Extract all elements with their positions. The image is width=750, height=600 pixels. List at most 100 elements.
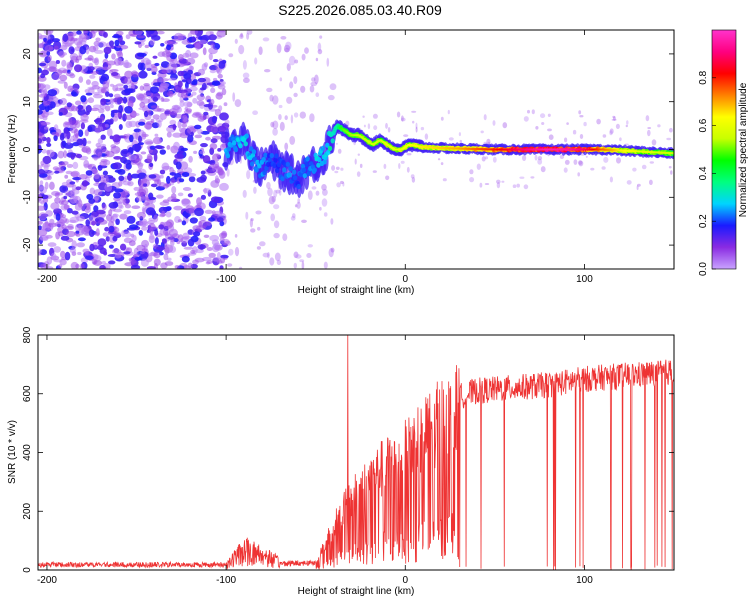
spectrogram-cell bbox=[149, 233, 155, 240]
spectrogram-cell bbox=[124, 76, 132, 85]
spectrogram-cell bbox=[415, 126, 418, 133]
spectrogram-cell bbox=[548, 134, 554, 140]
spectrogram-cell bbox=[126, 215, 136, 224]
spectrogram-cell bbox=[317, 49, 323, 55]
spectrogram-cell bbox=[70, 37, 78, 42]
spectrogram-cell bbox=[154, 62, 160, 67]
spectrogram-cell bbox=[197, 116, 205, 122]
spectrogram-cell bbox=[85, 219, 90, 227]
spectrogram-cell bbox=[271, 195, 277, 203]
spectrogram-cell bbox=[82, 30, 88, 34]
spectrogram-cell bbox=[649, 161, 654, 164]
spectrogram-cell bbox=[187, 69, 194, 75]
spectrogram-cell bbox=[142, 183, 148, 187]
spectrogram-cell bbox=[139, 250, 145, 255]
spectrogram-cell bbox=[121, 230, 125, 238]
spectrogram-cell bbox=[564, 137, 568, 143]
spectrogram-cell bbox=[218, 105, 223, 112]
spectrogram-cell bbox=[116, 83, 124, 87]
spectrogram-cell bbox=[53, 45, 59, 51]
spectrogram-cell bbox=[311, 77, 316, 82]
spectrogram-cell bbox=[287, 172, 292, 178]
spectrogram-cell bbox=[54, 192, 60, 198]
spectrogram-cell bbox=[400, 160, 405, 164]
x-tick-label: -100 bbox=[216, 575, 236, 586]
spectrogram-cell bbox=[84, 89, 90, 93]
spectrogram-cell bbox=[164, 246, 170, 255]
spectrogram-cell bbox=[99, 126, 104, 132]
spectrogram-cell bbox=[223, 102, 228, 107]
spectrogram-cell bbox=[108, 225, 115, 233]
x-tick-label: 100 bbox=[576, 575, 593, 586]
spectrogram-cell bbox=[579, 134, 584, 139]
snr-series-line bbox=[38, 335, 674, 570]
spectrogram-cell bbox=[273, 232, 280, 239]
spectrogram-cell bbox=[645, 115, 650, 122]
spectrogram-cell bbox=[268, 196, 275, 205]
spectrogram-cell bbox=[123, 210, 132, 215]
spectrogram-cell bbox=[87, 126, 93, 133]
spectrogram-cell bbox=[188, 155, 193, 163]
spectrogram-cell bbox=[38, 67, 42, 74]
spectrogram-cell bbox=[97, 151, 103, 159]
spectrogram-cell bbox=[541, 122, 545, 125]
spectrogram-cell bbox=[289, 135, 296, 145]
spectrogram-cell bbox=[272, 120, 279, 130]
spectrogram-cell bbox=[43, 37, 47, 42]
spectrogram-cell bbox=[38, 121, 41, 130]
spectrogram-cell bbox=[112, 35, 122, 39]
spectrogram-cell bbox=[173, 205, 183, 211]
spectrogram-cell bbox=[112, 162, 123, 170]
spectrogram-cell bbox=[293, 251, 299, 259]
spectrogram-cell bbox=[167, 40, 173, 44]
spectrogram-cell bbox=[194, 248, 204, 254]
spectrogram-cell bbox=[200, 87, 205, 91]
spectrogram-cell bbox=[186, 127, 196, 135]
spectrogram-cell bbox=[187, 134, 194, 143]
spectrogram-cell bbox=[136, 244, 146, 252]
spectrogram-cell bbox=[210, 87, 216, 94]
spectrogram-cell bbox=[174, 265, 180, 269]
spectrogram-cell bbox=[71, 120, 79, 126]
spectrogram-cell bbox=[100, 158, 108, 163]
spectrogram-cell bbox=[210, 43, 215, 49]
spectrogram-cell bbox=[252, 110, 258, 115]
spectrogram-cell bbox=[216, 252, 221, 260]
spectrogram-cell bbox=[250, 218, 254, 222]
spectrogram-cell bbox=[102, 170, 108, 176]
spectrogram-cell bbox=[523, 116, 529, 122]
spectrogram-cell bbox=[140, 62, 146, 72]
spectrogram-cell bbox=[367, 123, 371, 130]
spectrogram-cell bbox=[137, 172, 147, 180]
spectrogram-cell bbox=[530, 176, 535, 179]
spectrogram-cell bbox=[124, 70, 133, 79]
y-tick-label: 800 bbox=[22, 326, 33, 343]
spectrogram-cell bbox=[87, 163, 97, 171]
spectrogram-cell bbox=[112, 116, 119, 122]
spectrogram-cell bbox=[196, 81, 204, 86]
spectrogram-cell bbox=[152, 82, 163, 87]
spectrogram-cell bbox=[406, 153, 412, 156]
spectrogram-cell bbox=[626, 180, 632, 185]
spectrogram-cell bbox=[165, 211, 172, 218]
spectrogram-cell bbox=[270, 121, 275, 128]
spectrogram-cell bbox=[611, 118, 617, 121]
spectrogram-cell bbox=[243, 77, 250, 84]
spectrogram-cell bbox=[49, 181, 55, 190]
spectrogram-cell bbox=[80, 95, 87, 103]
spectrogram-cell bbox=[168, 245, 177, 253]
spectrogram-cell bbox=[117, 168, 126, 175]
spectrogram-cell bbox=[336, 182, 341, 188]
spectrogram-cell bbox=[412, 120, 415, 124]
spectrogram-cell bbox=[138, 70, 148, 79]
spectrogram-cell bbox=[38, 225, 43, 230]
spectrogram-cell bbox=[51, 38, 61, 43]
y-tick-label: 400 bbox=[22, 444, 33, 461]
spectrogram-cell bbox=[148, 174, 157, 179]
spectrogram-cell bbox=[306, 253, 312, 258]
spectrogram-cell bbox=[58, 163, 66, 168]
spectrogram-cell bbox=[108, 202, 119, 209]
spectrogram-cell bbox=[238, 143, 243, 149]
spectrogram-heat-layer bbox=[38, 30, 674, 269]
spectrogram-cell bbox=[157, 138, 162, 144]
